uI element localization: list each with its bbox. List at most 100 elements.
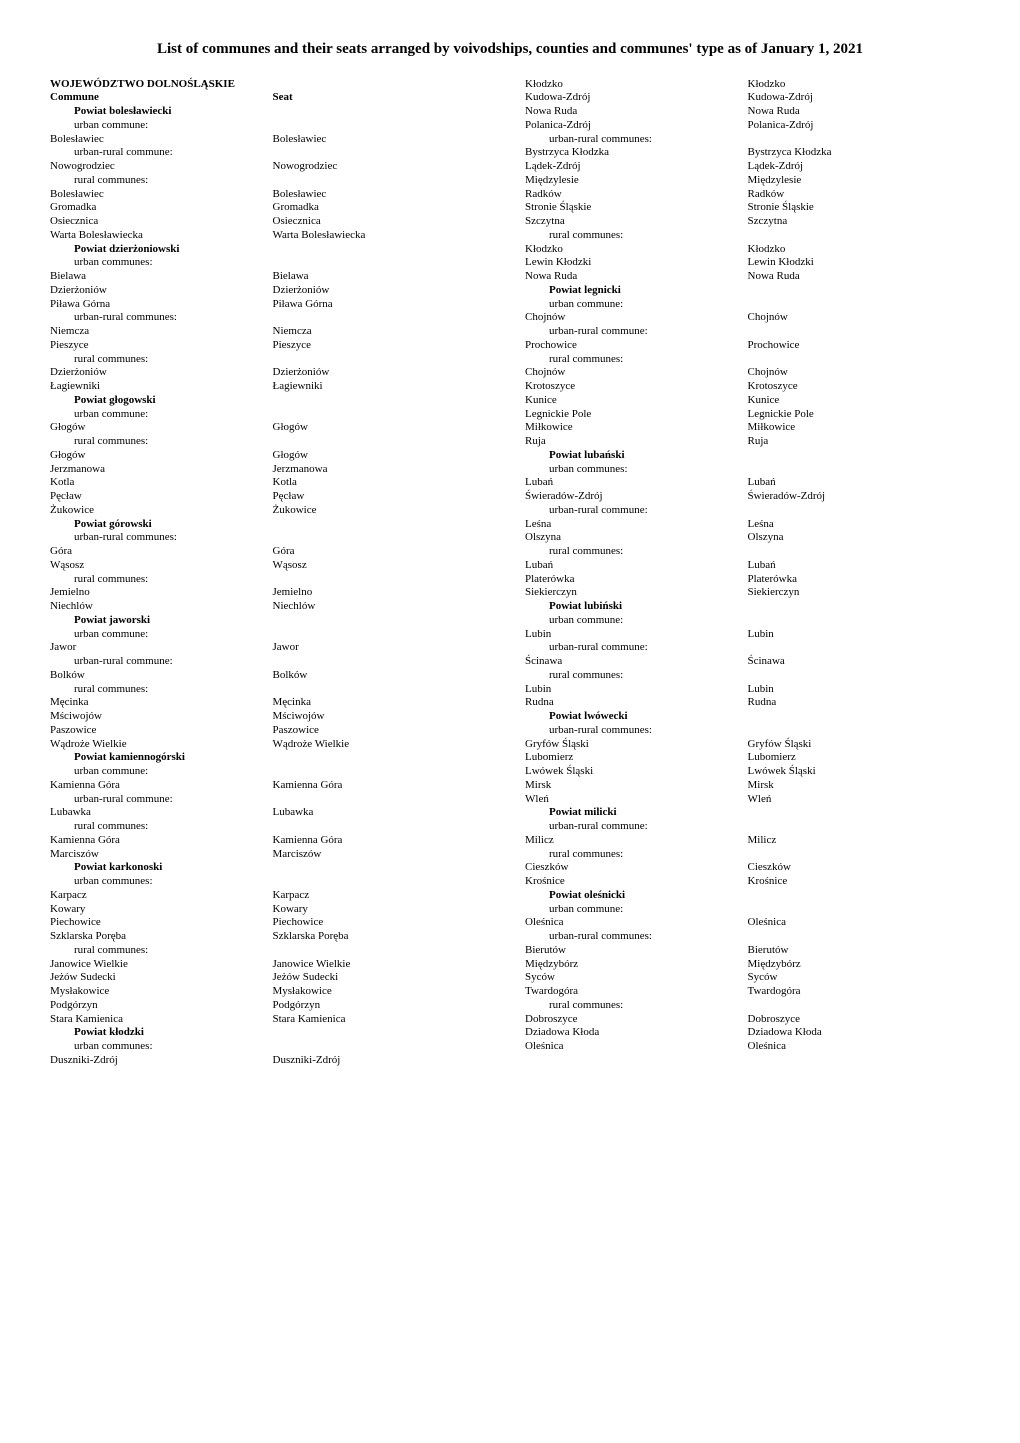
seat-cell: Krośnice bbox=[748, 875, 971, 889]
seat-cell: Dziadowa Kłoda bbox=[748, 1026, 971, 1040]
seat-cell: Jawor bbox=[273, 641, 496, 655]
commune-row: ChojnówChojnów bbox=[525, 311, 970, 325]
commune-cell: Krośnice bbox=[525, 875, 748, 889]
commune-row: Gryfów ŚląskiGryfów Śląski bbox=[525, 738, 970, 752]
commune-cell: Duszniki-Zdrój bbox=[50, 1054, 273, 1068]
commune-cell: Chojnów bbox=[525, 366, 748, 380]
commune-cell: Platerówka bbox=[525, 573, 748, 587]
commune-row: Wądroże WielkieWądroże Wielkie bbox=[50, 738, 495, 752]
commune-cell: Osiecznica bbox=[50, 215, 273, 229]
commune-row: BierutówBierutów bbox=[525, 944, 970, 958]
commune-row: LubańLubań bbox=[525, 476, 970, 490]
group-type-label: urban commune: bbox=[525, 614, 970, 628]
seat-cell: Pęcław bbox=[273, 490, 496, 504]
commune-row: Bystrzyca KłodzkaBystrzyca Kłodzka bbox=[525, 146, 970, 160]
commune-cell: Kamienna Góra bbox=[50, 779, 273, 793]
commune-row: GromadkaGromadka bbox=[50, 201, 495, 215]
seat-cell: Warta Bolesławiecka bbox=[273, 229, 496, 243]
powiat-heading: Powiat legnicki bbox=[525, 284, 970, 298]
commune-row: GłogówGłogów bbox=[50, 421, 495, 435]
commune-cell: Chojnów bbox=[525, 311, 748, 325]
commune-row: Kudowa-ZdrójKudowa-Zdrój bbox=[525, 91, 970, 105]
commune-row: OsiecznicaOsiecznica bbox=[50, 215, 495, 229]
seat-cell: Oleśnica bbox=[748, 1040, 971, 1054]
commune-row: KuniceKunice bbox=[525, 394, 970, 408]
commune-row: CieszkówCieszków bbox=[525, 861, 970, 875]
seat-cell: Lubin bbox=[748, 628, 971, 642]
seat-cell: Głogów bbox=[273, 449, 496, 463]
commune-cell: Gryfów Śląski bbox=[525, 738, 748, 752]
commune-row: BolkówBolków bbox=[50, 669, 495, 683]
group-type-label: rural communes: bbox=[50, 944, 495, 958]
commune-row: Stara KamienicaStara Kamienica bbox=[50, 1013, 495, 1027]
commune-cell: Legnickie Pole bbox=[525, 408, 748, 422]
commune-row: MysłakowiceMysłakowice bbox=[50, 985, 495, 999]
commune-row: Kamienna GóraKamienna Góra bbox=[50, 834, 495, 848]
commune-cell: Commune bbox=[50, 91, 273, 105]
commune-row: SzczytnaSzczytna bbox=[525, 215, 970, 229]
commune-row: MiliczMilicz bbox=[525, 834, 970, 848]
seat-cell: Stara Kamienica bbox=[273, 1013, 496, 1027]
commune-row: Legnickie PoleLegnickie Pole bbox=[525, 408, 970, 422]
group-type-label: rural communes: bbox=[50, 174, 495, 188]
commune-cell: Oleśnica bbox=[525, 916, 748, 930]
seat-cell: Bolesławiec bbox=[273, 188, 496, 202]
commune-cell: Bystrzyca Kłodzka bbox=[525, 146, 748, 160]
seat-cell: Mściwojów bbox=[273, 710, 496, 724]
seat-cell: Lubawka bbox=[273, 806, 496, 820]
right-column: KłodzkoKłodzkoKudowa-ZdrójKudowa-ZdrójNo… bbox=[525, 78, 970, 1068]
group-type-label: rural communes: bbox=[525, 999, 970, 1013]
group-type-label: urban commune: bbox=[50, 765, 495, 779]
seat-cell: Lubomierz bbox=[748, 751, 971, 765]
commune-row: BolesławiecBolesławiec bbox=[50, 133, 495, 147]
group-type-label: rural communes: bbox=[50, 435, 495, 449]
commune-cell: Świeradów-Zdrój bbox=[525, 490, 748, 504]
commune-row: RujaRuja bbox=[525, 435, 970, 449]
commune-cell: Lubin bbox=[525, 683, 748, 697]
commune-cell: Mysłakowice bbox=[50, 985, 273, 999]
powiat-heading: Powiat milicki bbox=[525, 806, 970, 820]
seat-cell: Wądroże Wielkie bbox=[273, 738, 496, 752]
commune-cell: Głogów bbox=[50, 421, 273, 435]
seat-cell: Krotoszyce bbox=[748, 380, 971, 394]
commune-row: Janowice WielkieJanowice Wielkie bbox=[50, 958, 495, 972]
seat-cell: Wąsosz bbox=[273, 559, 496, 573]
seat-cell: Międzybórz bbox=[748, 958, 971, 972]
commune-row: PieszycePieszyce bbox=[50, 339, 495, 353]
group-type-label: urban commune: bbox=[50, 408, 495, 422]
commune-row: ŁagiewnikiŁagiewniki bbox=[50, 380, 495, 394]
commune-row: Dziadowa KłodaDziadowa Kłoda bbox=[525, 1026, 970, 1040]
commune-cell: Kotla bbox=[50, 476, 273, 490]
seat-cell: Żukowice bbox=[273, 504, 496, 518]
commune-row: PęcławPęcław bbox=[50, 490, 495, 504]
seat-cell: Lwówek Śląski bbox=[748, 765, 971, 779]
group-type-label: rural communes: bbox=[525, 545, 970, 559]
commune-cell: Międzybórz bbox=[525, 958, 748, 972]
commune-cell: Twardogóra bbox=[525, 985, 748, 999]
seat-cell: Cieszków bbox=[748, 861, 971, 875]
seat-cell: Góra bbox=[273, 545, 496, 559]
commune-row: KłodzkoKłodzko bbox=[525, 78, 970, 92]
commune-cell: Lubin bbox=[525, 628, 748, 642]
seat-cell: Pieszyce bbox=[273, 339, 496, 353]
seat-cell: Nowa Ruda bbox=[748, 105, 971, 119]
commune-row: BolesławiecBolesławiec bbox=[50, 188, 495, 202]
commune-row: BielawaBielawa bbox=[50, 270, 495, 284]
commune-cell: Kamienna Góra bbox=[50, 834, 273, 848]
seat-cell: Kłodzko bbox=[748, 243, 971, 257]
commune-row: OleśnicaOleśnica bbox=[525, 1040, 970, 1054]
commune-cell: Radków bbox=[525, 188, 748, 202]
group-type-label: urban-rural communes: bbox=[50, 531, 495, 545]
seat-cell: Kowary bbox=[273, 903, 496, 917]
seat-cell: Kudowa-Zdrój bbox=[748, 91, 971, 105]
commune-cell: Jemielno bbox=[50, 586, 273, 600]
commune-row: LubomierzLubomierz bbox=[525, 751, 970, 765]
commune-row: SiekierczynSiekierczyn bbox=[525, 586, 970, 600]
seat-cell: Szklarska Poręba bbox=[273, 930, 496, 944]
powiat-heading: Powiat dzierżoniowski bbox=[50, 243, 495, 257]
seat-cell: Nowa Ruda bbox=[748, 270, 971, 284]
seat-cell: Lądek-Zdrój bbox=[748, 160, 971, 174]
seat-cell: Chojnów bbox=[748, 366, 971, 380]
seat-cell: Duszniki-Zdrój bbox=[273, 1054, 496, 1068]
seat-cell: Międzylesie bbox=[748, 174, 971, 188]
